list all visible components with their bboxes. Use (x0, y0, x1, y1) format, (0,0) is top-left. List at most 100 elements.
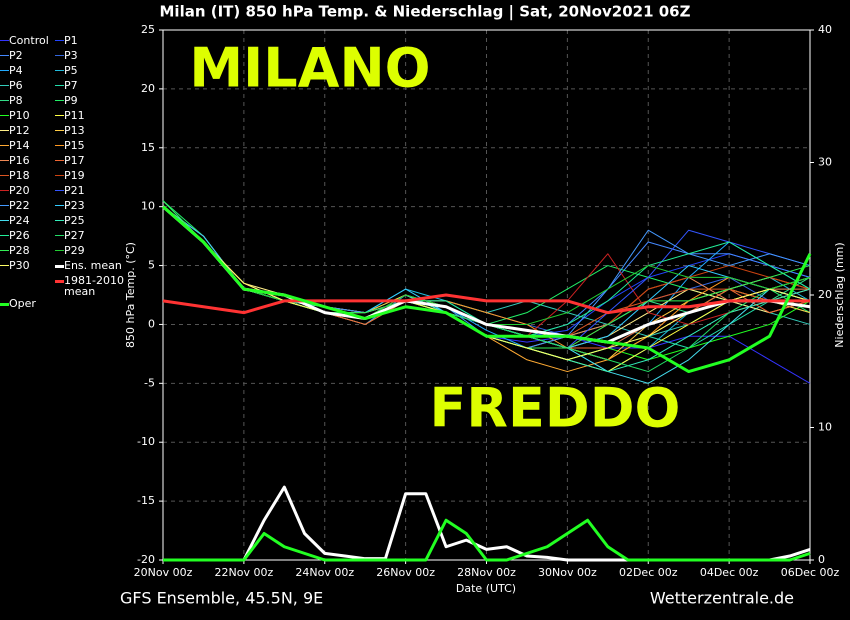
legend-swatch (0, 205, 9, 206)
legend-swatch (55, 250, 64, 251)
legend-label: P5 (64, 64, 78, 77)
legend-label: P27 (64, 229, 85, 242)
legend-swatch (55, 145, 64, 146)
x-tick-label: 22Nov 00z (215, 566, 274, 579)
legend-swatch (0, 250, 9, 251)
legend-swatch (55, 205, 64, 206)
chart-title: Milan (IT) 850 hPa Temp. & Niederschlag … (160, 3, 691, 22)
legend-swatch (0, 235, 9, 236)
precip-line (163, 518, 811, 562)
legend-swatch (55, 55, 64, 56)
y-tick-label: 25 (141, 23, 155, 36)
legend-label: P29 (64, 244, 85, 257)
legend-label: P9 (64, 94, 78, 107)
legend-label: P26 (9, 229, 30, 242)
legend-label: P28 (9, 244, 30, 257)
y-tick-label: 5 (148, 259, 155, 272)
footer-right: Wetterzentrale.de (650, 589, 794, 608)
x-tick-label: 02Dec 00z (619, 566, 678, 579)
y2-axis-label: Niederschlag (mm) (833, 242, 846, 347)
y2-tick-label: 40 (818, 23, 832, 36)
temp-line (162, 205, 812, 374)
legend-swatch (0, 175, 9, 176)
legend-label: P14 (9, 139, 30, 152)
precip-line (163, 485, 811, 562)
legend-swatch (0, 55, 9, 56)
y-tick-label: 0 (148, 317, 155, 330)
legend-swatch (0, 100, 9, 101)
x-tick-label: 30Nov 00z (538, 566, 597, 579)
annotation: MILANO (189, 37, 430, 100)
legend-label: Ens. mean (64, 259, 122, 272)
legend-label: P22 (9, 199, 30, 212)
legend-swatch (0, 40, 9, 41)
y-tick-label: -15 (137, 494, 155, 507)
y-tick-label: 15 (141, 141, 155, 154)
legend-label: P25 (64, 214, 85, 227)
legend-swatch (0, 265, 9, 266)
legend-swatch (55, 70, 64, 71)
y-tick-label: -10 (137, 435, 155, 448)
legend-swatch (0, 220, 9, 221)
y2-tick-label: 20 (818, 288, 832, 301)
legend-label: P3 (64, 49, 78, 62)
legend-label: P21 (64, 184, 85, 197)
x-tick-label: 26Nov 00z (376, 566, 435, 579)
legend-label: P13 (64, 124, 85, 137)
legend-label: P7 (64, 79, 78, 92)
legend-label: P17 (64, 154, 85, 167)
y2-tick-label: 10 (818, 421, 832, 434)
footer-left: GFS Ensemble, 45.5N, 9E (120, 589, 323, 608)
x-tick-label: 28Nov 00z (457, 566, 516, 579)
legend-label: P1 (64, 34, 78, 47)
legend-swatch (0, 70, 9, 71)
legend-swatch (0, 85, 9, 86)
legend-swatch (55, 130, 64, 131)
legend-swatch (0, 190, 9, 191)
x-tick-label: 24Nov 00z (295, 566, 354, 579)
y-axis-label: 850 hPa Temp. (°C) (124, 242, 137, 348)
legend-label: P2 (9, 49, 23, 62)
x-tick-label: 06Dec 00z (781, 566, 840, 579)
y-tick-label: 20 (141, 82, 155, 95)
y-tick-label: -20 (137, 553, 155, 566)
temp-line (162, 200, 810, 337)
legend-swatch (55, 190, 64, 191)
legend-swatch (55, 115, 64, 116)
legend-label: P24 (9, 214, 30, 227)
y-tick-label: 10 (141, 200, 155, 213)
legend-swatch (0, 160, 9, 161)
legend-label: P16 (9, 154, 30, 167)
legend-label: P23 (64, 199, 85, 212)
legend-label: P6 (9, 79, 23, 92)
legend-swatch (55, 280, 64, 283)
legend-label: P15 (64, 139, 85, 152)
legend-label: P18 (9, 169, 30, 182)
legend-label: P11 (64, 109, 85, 122)
legend-label: P4 (9, 64, 23, 77)
y2-tick-label: 0 (818, 553, 825, 566)
legend-label: P20 (9, 184, 30, 197)
legend-swatch (55, 235, 64, 236)
x-axis-label: Date (UTC) (456, 582, 516, 595)
legend-swatch (0, 145, 9, 146)
legend-label: P19 (64, 169, 85, 182)
annotation: FREDDO (430, 377, 681, 440)
legend-swatch (0, 302, 9, 306)
legend-label: P12 (9, 124, 30, 137)
legend-label: Oper (9, 296, 36, 310)
legend-swatch (0, 115, 9, 116)
temp-line (162, 293, 810, 315)
legend-label: P8 (9, 94, 23, 107)
legend-swatch (55, 175, 64, 176)
legend-swatch (55, 40, 64, 41)
legend-swatch (55, 85, 64, 86)
legend-swatch (55, 100, 64, 101)
legend-label: P30 (9, 259, 30, 272)
x-tick-label: 04Dec 00z (700, 566, 759, 579)
x-tick-label: 20Nov 00z (134, 566, 193, 579)
y-tick-label: -5 (144, 376, 155, 389)
legend-label: Control (9, 34, 49, 47)
